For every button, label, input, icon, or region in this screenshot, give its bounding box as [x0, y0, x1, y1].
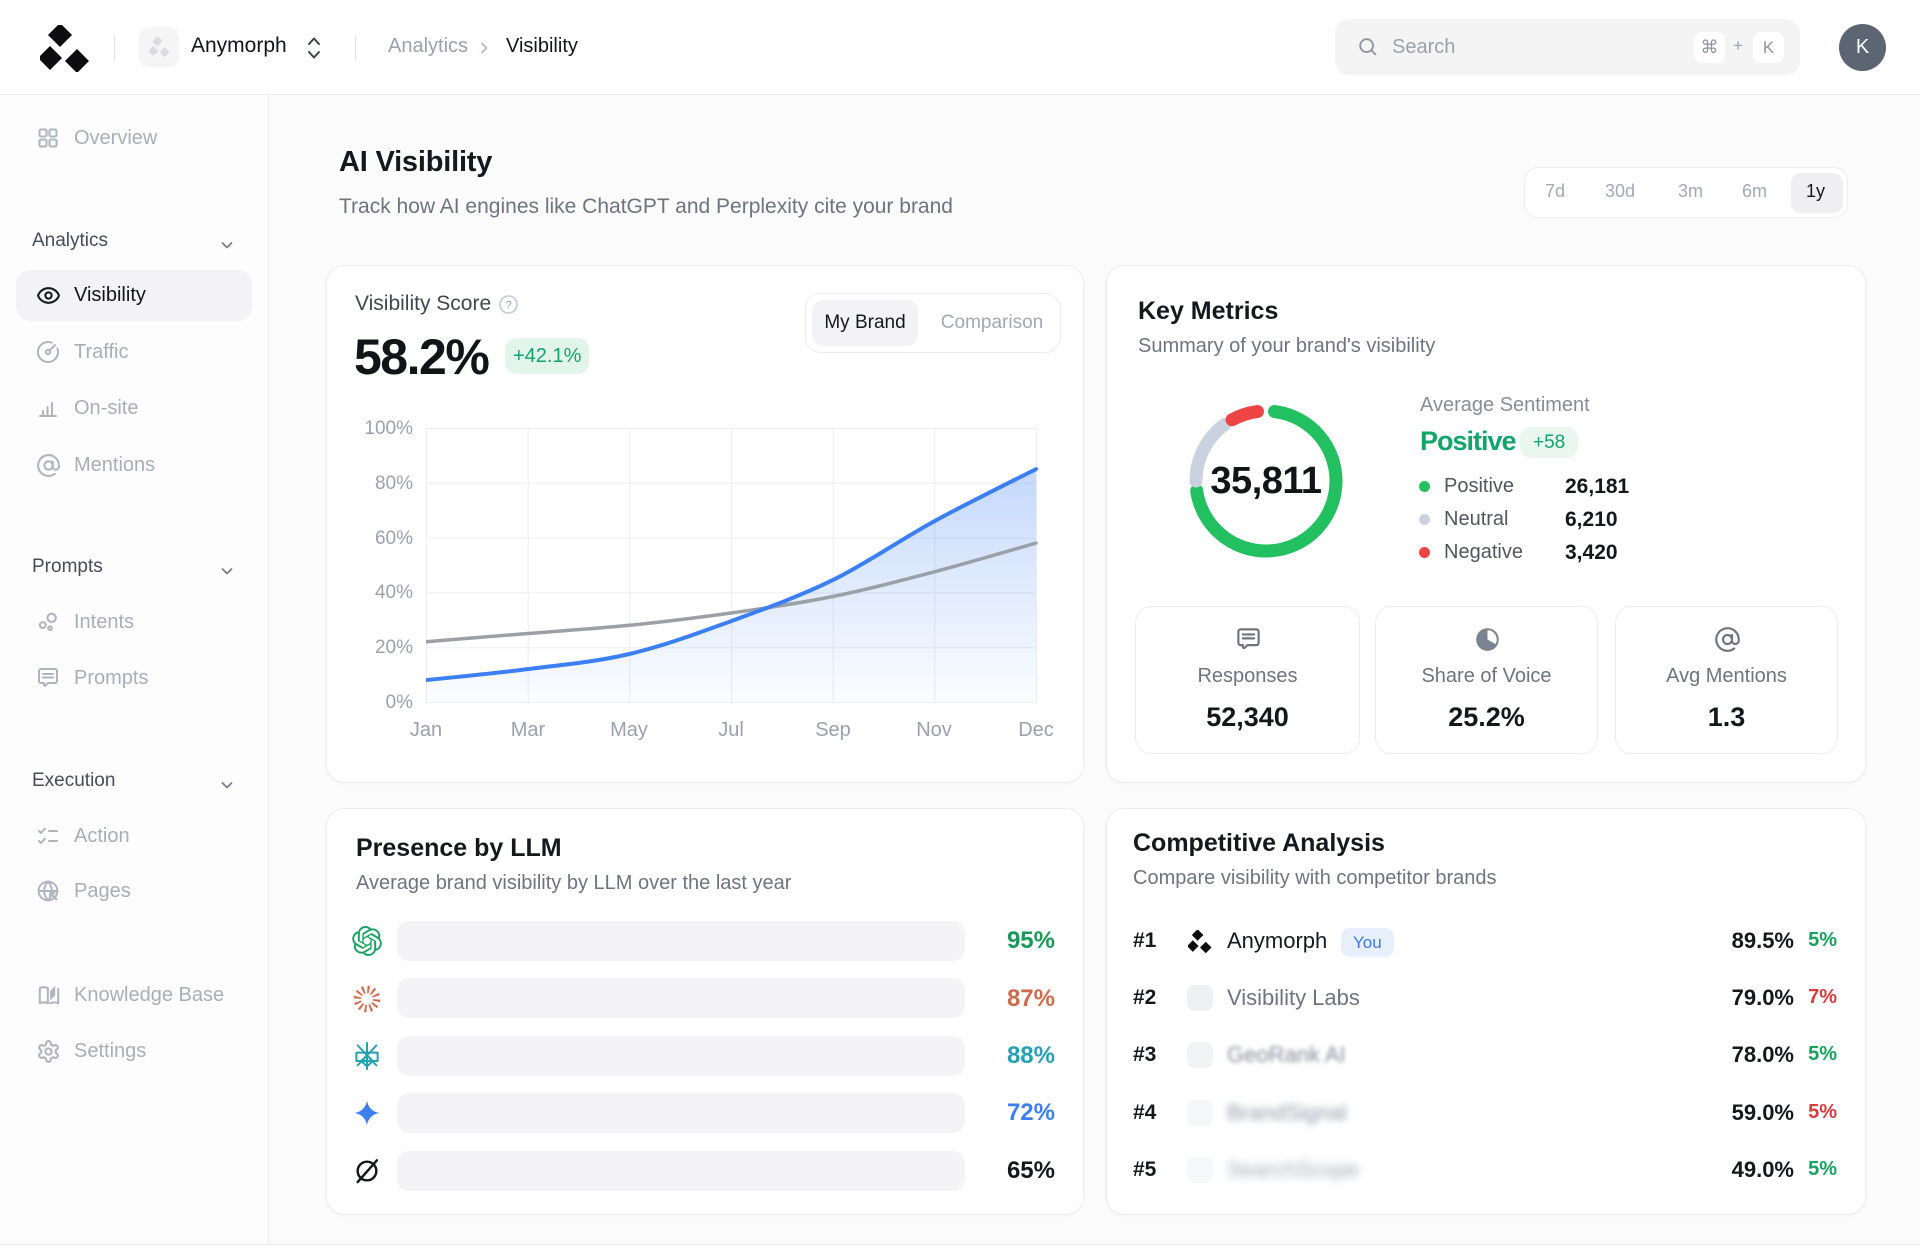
- svg-text:?: ?: [505, 300, 511, 312]
